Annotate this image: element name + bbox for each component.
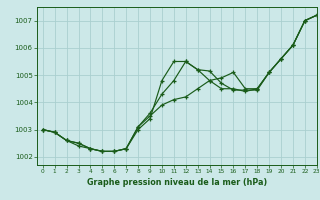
X-axis label: Graphe pression niveau de la mer (hPa): Graphe pression niveau de la mer (hPa): [87, 178, 267, 187]
